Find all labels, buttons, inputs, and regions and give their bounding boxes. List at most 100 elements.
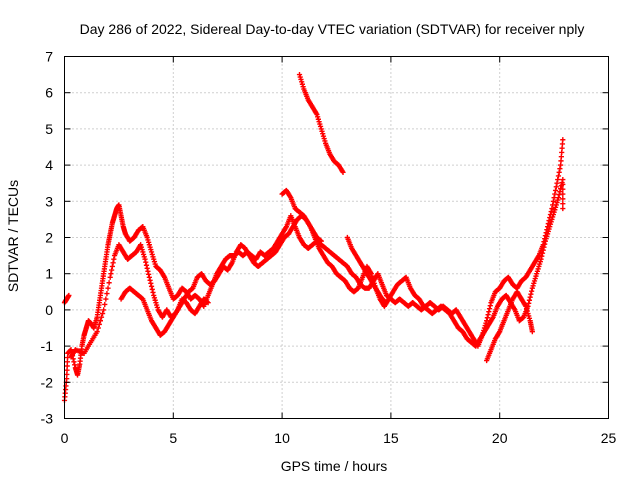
data-point xyxy=(105,285,111,291)
y-tick-label: -1 xyxy=(41,338,54,354)
data-point xyxy=(146,274,152,280)
data-point xyxy=(560,181,566,188)
data-point xyxy=(95,325,101,331)
x-tick-label: 0 xyxy=(61,430,69,446)
x-axis-label: GPS time / hours xyxy=(281,458,388,474)
x-tick-label: 25 xyxy=(601,430,617,446)
data-point xyxy=(98,314,105,320)
series-track-b xyxy=(61,292,72,306)
series-track-g xyxy=(344,234,390,306)
data-point xyxy=(549,205,555,212)
series-track-e xyxy=(296,72,346,175)
data-point xyxy=(560,201,566,207)
data-point xyxy=(110,260,116,266)
data-point xyxy=(94,329,100,335)
data-point xyxy=(96,321,102,327)
data-point xyxy=(108,271,114,277)
data-point xyxy=(487,303,493,309)
data-point xyxy=(550,198,556,204)
data-point xyxy=(318,238,324,244)
y-tick-label: 1 xyxy=(45,266,53,282)
data-point xyxy=(528,291,534,297)
x-tick-labels: 0 5 10 15 20 25 xyxy=(61,430,617,446)
data-point xyxy=(555,173,562,179)
data-point xyxy=(150,289,156,296)
data-point xyxy=(486,309,492,315)
data-point xyxy=(486,306,493,312)
data-point xyxy=(557,189,563,195)
data-point xyxy=(484,318,490,324)
data-point xyxy=(541,244,547,250)
series-track-h xyxy=(484,289,535,364)
data-point xyxy=(142,256,148,262)
series-track-d xyxy=(118,285,211,338)
data-point xyxy=(102,301,108,308)
data-point xyxy=(560,186,566,192)
y-tick-labels: -3 -2 -1 0 1 2 3 4 5 6 7 xyxy=(41,49,54,427)
x-tick-label: 5 xyxy=(169,430,177,446)
data-point xyxy=(551,195,557,201)
x-tick-label: 20 xyxy=(492,430,508,446)
data-point xyxy=(104,291,110,297)
data-point xyxy=(484,315,490,321)
data-point xyxy=(560,196,566,202)
data-point xyxy=(99,310,106,317)
data-point xyxy=(539,250,546,256)
data-point xyxy=(340,169,346,175)
data-point xyxy=(552,187,559,194)
data-point xyxy=(557,166,563,172)
axis-ticks xyxy=(64,56,609,419)
data-point xyxy=(526,300,532,306)
data-point xyxy=(66,292,72,299)
y-tick-label: -3 xyxy=(41,411,54,427)
data-point xyxy=(540,247,546,253)
y-axis-label: SDTVAR / TECUs xyxy=(5,180,21,292)
data-point xyxy=(147,277,153,283)
data-point xyxy=(527,294,533,300)
series-track-f xyxy=(279,187,324,244)
data-point xyxy=(103,296,109,302)
data-point xyxy=(383,300,390,306)
data-point xyxy=(71,359,77,365)
y-tick-label: 5 xyxy=(45,121,53,137)
y-tick-label: 3 xyxy=(45,193,53,209)
data-point xyxy=(72,362,78,368)
y-tick-label: 7 xyxy=(45,49,53,65)
data-point xyxy=(555,195,562,201)
y-tick-label: 0 xyxy=(45,302,53,318)
data-point xyxy=(554,180,560,186)
data-point xyxy=(553,184,559,190)
data-point xyxy=(148,283,155,289)
data-point xyxy=(149,286,155,292)
x-tick-label: 15 xyxy=(383,430,399,446)
data-point xyxy=(560,176,566,183)
data-point xyxy=(560,137,566,143)
y-tick-label: -2 xyxy=(41,374,54,390)
y-tick-label: 6 xyxy=(45,85,53,101)
data-point xyxy=(529,288,535,294)
data-point xyxy=(106,280,112,286)
data-point xyxy=(205,300,211,306)
data-point xyxy=(146,271,152,277)
data-point xyxy=(555,176,561,183)
data-point xyxy=(560,205,566,212)
data-point xyxy=(143,262,150,268)
data-point xyxy=(485,312,491,318)
series-track-a xyxy=(61,137,566,403)
data-point xyxy=(556,169,562,175)
data-point xyxy=(529,329,535,335)
data-point xyxy=(101,307,107,313)
data-point xyxy=(148,280,154,286)
data-point xyxy=(526,297,533,303)
data-point xyxy=(538,256,544,262)
x-tick-label: 10 xyxy=(274,430,290,446)
data-point xyxy=(111,256,117,262)
data-point xyxy=(143,259,149,265)
data-point xyxy=(109,263,115,270)
data-point xyxy=(539,253,545,259)
data-point xyxy=(552,191,558,197)
chart-title: Day 286 of 2022, Sidereal Day-to-day VTE… xyxy=(80,21,585,37)
data-point xyxy=(144,265,150,271)
data-point xyxy=(97,318,104,324)
